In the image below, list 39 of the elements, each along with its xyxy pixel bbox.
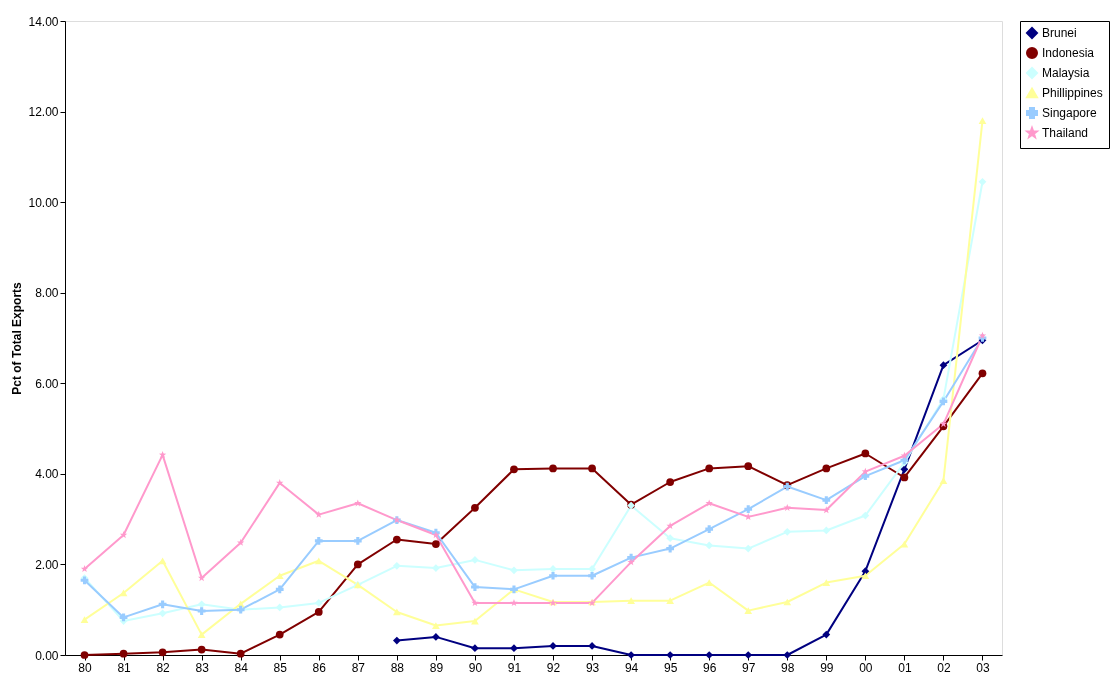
x-tick-label: 96: [703, 660, 717, 675]
x-tick-label: 85: [273, 660, 288, 675]
x-tick-label: 81: [117, 660, 132, 675]
x-tick-label: 93: [585, 660, 600, 675]
legend-label: Brunei: [1042, 26, 1077, 40]
x-tick-label: 83: [195, 660, 210, 675]
y-tick-label: 12.00: [28, 105, 59, 120]
y-tick-label: 2.00: [35, 557, 59, 572]
x-tick-label: 94: [624, 660, 639, 675]
legend-label: Malaysia: [1042, 66, 1090, 80]
y-tick-label: 14.00: [28, 14, 59, 29]
x-tick-label: 97: [742, 660, 756, 675]
y-axis-title: Pct of Total Exports: [10, 281, 25, 395]
x-tick-label: 01: [898, 660, 912, 675]
y-tick-label: 4.00: [35, 467, 59, 482]
y-tick-label: 10.00: [28, 195, 59, 210]
x-tick-label: 03: [976, 660, 990, 675]
x-tick-label: 91: [507, 660, 522, 675]
y-tick-label: 6.00: [35, 376, 59, 391]
y-tick-label: 8.00: [35, 286, 59, 301]
x-tick-label: 80: [78, 660, 93, 675]
x-tick-label: 90: [468, 660, 483, 675]
y-tick-label: 0.00: [35, 648, 59, 663]
x-tick-label: 99: [820, 660, 834, 675]
x-tick-label: 92: [546, 660, 561, 675]
x-tick-label: 95: [663, 660, 678, 675]
legend-label: Thailand: [1042, 126, 1089, 140]
legend-label: Singapore: [1042, 106, 1098, 120]
x-tick-label: 84: [234, 660, 249, 675]
x-tick-label: 02: [937, 660, 951, 675]
x-tick-label: 86: [312, 660, 327, 675]
x-tick-label: 88: [390, 660, 405, 675]
x-tick-label: 98: [781, 660, 795, 675]
x-tick-label: 82: [156, 660, 171, 675]
legend-label: Phillippines: [1042, 86, 1103, 100]
legend-label: Indonesia: [1042, 46, 1095, 60]
x-tick-label: 87: [351, 660, 366, 675]
x-tick-label: 89: [429, 660, 444, 675]
x-tick-label: 00: [859, 660, 873, 675]
